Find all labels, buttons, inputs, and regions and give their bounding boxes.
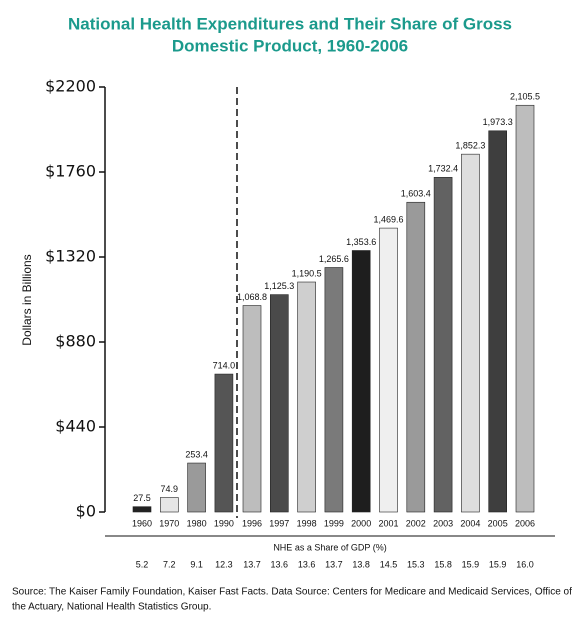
gdp-share: 15.3 — [407, 559, 425, 569]
y-tick-label: $0 — [76, 502, 96, 521]
bar — [297, 281, 316, 513]
bar — [515, 104, 535, 513]
gdp-share: 15.9 — [462, 559, 480, 569]
bar — [433, 177, 453, 513]
data-label: 1,603.4 — [401, 189, 431, 199]
bar — [160, 497, 179, 513]
gdp-share: 7.2 — [163, 559, 176, 569]
y-axis-label: Dollars in Billions — [20, 254, 34, 345]
data-label: 1,852.3 — [455, 141, 485, 151]
data-label: 1,973.3 — [483, 117, 513, 127]
gdp-share: 9.1 — [190, 559, 203, 569]
x-tick-label: 1996 — [242, 518, 262, 528]
x-tick-label: 2001 — [378, 518, 398, 528]
data-label: 1,265.6 — [319, 254, 349, 264]
bar — [132, 506, 152, 513]
gdp-share: 13.7 — [325, 559, 343, 569]
x-tick-label: 2004 — [460, 518, 480, 528]
x-tick-label: 1997 — [269, 518, 289, 528]
bar — [214, 373, 234, 513]
data-label: 27.5 — [133, 493, 151, 503]
chart-title: National Health Expenditures and Their S… — [68, 14, 512, 33]
x-tick-label: 1998 — [297, 518, 317, 528]
bar — [187, 462, 206, 513]
data-label: 1,732.4 — [428, 164, 458, 174]
bar — [488, 130, 508, 513]
x-tick-label: 1960 — [132, 518, 152, 528]
gdp-share: 15.8 — [434, 559, 452, 569]
source: the Actuary, National Health Statistics … — [12, 602, 211, 613]
gdp-share: 5.2 — [136, 559, 149, 569]
data-label: 714.0 — [213, 360, 236, 370]
x-tick-label: 2002 — [406, 518, 426, 528]
x-tick-label: 1990 — [214, 518, 234, 528]
data-label: 74.9 — [161, 484, 179, 494]
bar — [379, 227, 398, 513]
y-tick-label: $1320 — [45, 247, 96, 266]
x-tick-label: 2006 — [515, 518, 535, 528]
bar — [406, 201, 426, 513]
x-tick-label: 1970 — [159, 518, 179, 528]
gdp-share: 13.7 — [243, 559, 261, 569]
x-tick-label: 1999 — [324, 518, 344, 528]
gdp-share-label: NHE as a Share of GDP (%) — [273, 542, 386, 552]
data-label: 1,469.6 — [373, 214, 403, 224]
y-tick-label: $880 — [55, 332, 96, 351]
x-tick-label: 2000 — [351, 518, 371, 528]
chart-title: Domestic Product, 1960-2006 — [172, 36, 408, 55]
bar — [269, 294, 289, 513]
gdp-share: 13.6 — [298, 559, 316, 569]
y-tick-label: $1760 — [45, 162, 96, 181]
x-tick-label: 2003 — [433, 518, 453, 528]
gdp-share: 14.5 — [380, 559, 398, 569]
data-label: 1,068.8 — [237, 292, 267, 302]
gdp-share: 16.0 — [516, 559, 534, 569]
bar — [351, 250, 371, 513]
gdp-share: 12.3 — [215, 559, 233, 569]
data-label: 2,105.5 — [510, 92, 540, 102]
y-tick-label: $440 — [55, 417, 96, 436]
bar — [324, 267, 344, 513]
x-tick-label: 1980 — [187, 518, 207, 528]
gdp-share: 13.8 — [352, 559, 370, 569]
gdp-share: 13.6 — [271, 559, 289, 569]
data-label: 253.4 — [185, 449, 208, 459]
data-label: 1,190.5 — [292, 268, 322, 278]
bar — [461, 153, 480, 513]
bar — [242, 305, 262, 513]
source: Source: The Kaiser Family Foundation, Ka… — [12, 587, 572, 598]
data-label: 1,125.3 — [264, 281, 294, 291]
gdp-share: 15.9 — [489, 559, 507, 569]
data-label: 1,353.6 — [346, 237, 376, 247]
y-tick-label: $2200 — [45, 77, 96, 96]
x-tick-label: 2005 — [488, 518, 508, 528]
